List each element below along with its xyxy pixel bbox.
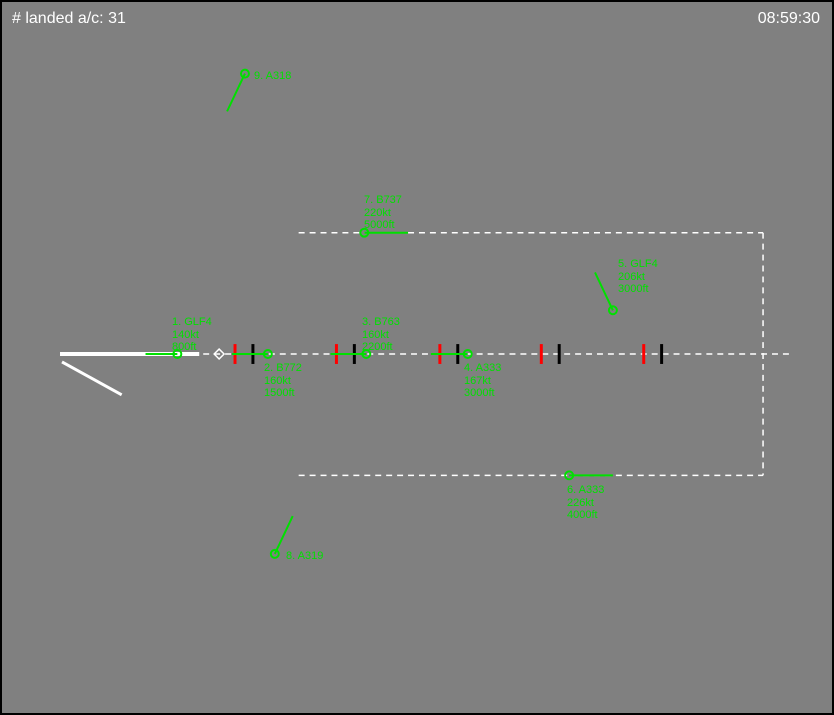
aircraft-callsign: 1. GLF4 <box>172 316 212 329</box>
aircraft-vector <box>275 516 293 554</box>
aircraft-callsign: 7. B737 <box>364 194 402 207</box>
aircraft-speed: 160kt <box>362 329 400 342</box>
aircraft-label[interactable]: 3. B763160kt2200ft <box>362 316 400 354</box>
runway-threshold-line <box>62 362 122 395</box>
aircraft-blip[interactable] <box>241 70 249 78</box>
aircraft-speed: 167kt <box>464 375 501 388</box>
aircraft-vector <box>595 272 613 310</box>
aircraft-label[interactable]: 1. GLF4140kt800ft <box>172 316 212 354</box>
radar-screen: # landed a/c: 31 08:59:30 1. GLF4140kt80… <box>0 0 834 715</box>
aircraft-callsign: 5. GLF4 <box>618 258 658 271</box>
aircraft-vector <box>227 74 245 112</box>
aircraft-label[interactable]: 9. A318 <box>254 70 291 83</box>
aircraft-callsign: 6. A333 <box>567 484 604 497</box>
aircraft-blip[interactable] <box>271 550 279 558</box>
aircraft-speed: 226kt <box>567 497 604 510</box>
aircraft-altitude: 3000ft <box>464 387 501 400</box>
aircraft-callsign: 3. B763 <box>362 316 400 329</box>
radar-canvas <box>2 2 832 713</box>
aircraft-label[interactable]: 7. B737220kt5000ft <box>364 194 402 232</box>
aircraft-speed: 160kt <box>264 375 302 388</box>
aircraft-altitude: 800ft <box>172 341 212 354</box>
aircraft-altitude: 5000ft <box>364 219 402 232</box>
aircraft-callsign: 8. A319 <box>286 550 323 563</box>
aircraft-callsign: 4. A333 <box>464 362 501 375</box>
aircraft-altitude: 2200ft <box>362 341 400 354</box>
aircraft-altitude: 4000ft <box>567 509 604 522</box>
aircraft-label[interactable]: 5. GLF4206kt3000ft <box>618 258 658 296</box>
aircraft-altitude: 3000ft <box>618 283 658 296</box>
aircraft-speed: 140kt <box>172 329 212 342</box>
aircraft-blip[interactable] <box>609 306 617 314</box>
aircraft-callsign: 2. B772 <box>264 362 302 375</box>
aircraft-label[interactable]: 4. A333167kt3000ft <box>464 362 501 400</box>
aircraft-altitude: 1500ft <box>264 387 302 400</box>
aircraft-speed: 220kt <box>364 207 402 220</box>
aircraft-label[interactable]: 2. B772160kt1500ft <box>264 362 302 400</box>
aircraft-label[interactable]: 8. A319 <box>286 550 323 563</box>
aircraft-callsign: 9. A318 <box>254 70 291 83</box>
aircraft-label[interactable]: 6. A333226kt4000ft <box>567 484 604 522</box>
aircraft-speed: 206kt <box>618 271 658 284</box>
